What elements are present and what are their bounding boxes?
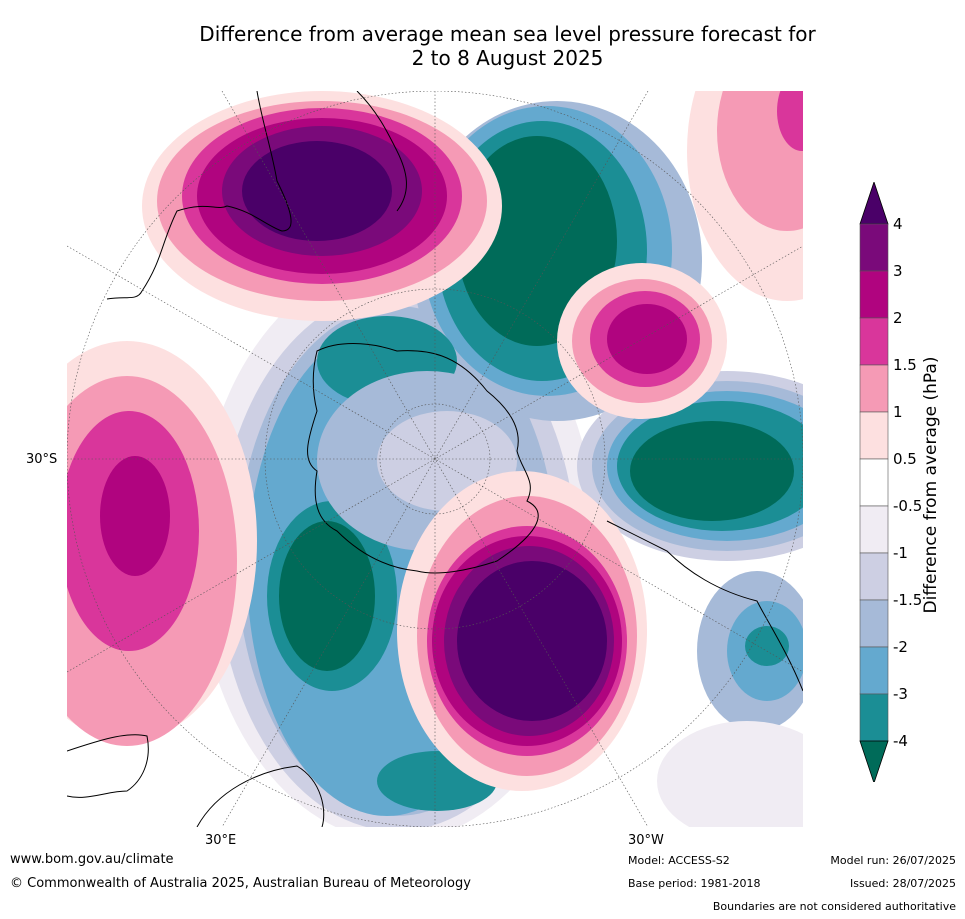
longitude-label-30w: 30°W: [628, 833, 664, 848]
chart-title-line2: 2 to 8 August 2025: [411, 46, 604, 70]
colorbar: 4 3 2 1.5 1 0.5 -0.5 -1 -1.5 -2 -3 -4: [859, 182, 922, 782]
colorbar-tick-label: -4: [893, 732, 908, 750]
longitude-label-30e: 30°E: [205, 833, 237, 848]
colorbar-tick-label: 2: [893, 309, 903, 327]
footer-copyright: © Commonwealth of Australia 2025, Austra…: [10, 876, 471, 891]
colorbar-tick-label: -3: [893, 685, 908, 703]
colorbar-swatch: [859, 552, 889, 601]
chart-title-line1: Difference from average mean sea level p…: [199, 22, 816, 46]
colorbar-tick-label: 4: [893, 215, 903, 233]
colorbar-extend-top: [859, 182, 889, 225]
footer-website: www.bom.gov.au/climate: [10, 852, 174, 867]
positive-anomaly-south: [397, 471, 647, 791]
colorbar-swatch: [859, 270, 889, 319]
latitude-label-30s: 30°S: [26, 452, 58, 467]
colorbar-tick-label: -2: [893, 638, 908, 656]
colorbar-tick-label: 3: [893, 262, 903, 280]
graticule: [67, 91, 803, 827]
positive-anomaly-northeast: [687, 91, 803, 301]
colorbar-tick-label: -1.5: [893, 591, 922, 609]
footer-model: Model: ACCESS-S2: [628, 854, 730, 867]
positive-anomaly-north: [142, 91, 502, 321]
colorbar-swatch: [859, 364, 889, 413]
footer-model-run: Model run: 26/07/2025: [830, 854, 956, 867]
colorbar-tick-label: -1: [893, 544, 908, 562]
colorbar-swatch: [859, 505, 889, 554]
footer-base-period: Base period: 1981-2018: [628, 877, 761, 890]
footer-issued: Issued: 28/07/2025: [849, 877, 956, 890]
colorbar-swatch: [859, 599, 889, 648]
positive-anomaly-east-central: [557, 263, 727, 419]
colorbar-swatch: [859, 646, 889, 695]
pressure-anomaly-map: [67, 91, 803, 827]
coastlines: [67, 91, 803, 827]
colorbar-swatch: [859, 223, 889, 272]
positive-anomaly-west: [67, 341, 257, 746]
footer-disclaimer: Boundaries are not considered authoritat…: [712, 900, 956, 913]
negative-anomaly-east: [577, 371, 803, 827]
colorbar-tick-label: 0.5: [893, 450, 917, 468]
colorbar-tick-label: -0.5: [893, 497, 922, 515]
colorbar-title: Difference from average (hPa): [921, 356, 941, 614]
colorbar-tick-label: 1.5: [893, 356, 917, 374]
colorbar-swatch: [859, 693, 889, 742]
colorbar-swatch: [859, 458, 889, 507]
colorbar-extend-bottom: [859, 740, 889, 782]
colorbar-tick-label: 1: [893, 403, 903, 421]
colorbar-swatch: [859, 317, 889, 366]
colorbar-swatch: [859, 411, 889, 460]
